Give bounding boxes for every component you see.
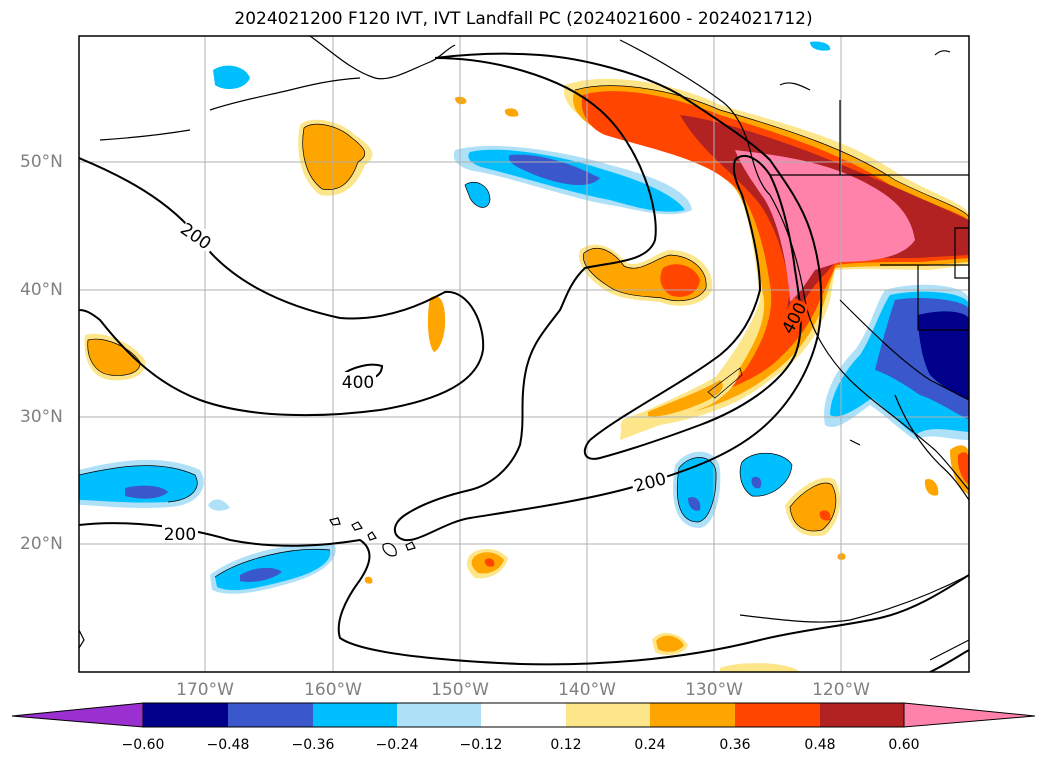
positive-band-red (581, 91, 969, 392)
contour-label: 400 (342, 373, 374, 393)
sw-negative-dark (918, 311, 969, 400)
colorbar-tick-label: −0.12 (459, 737, 503, 753)
lon-label: 170°W (176, 680, 234, 700)
contour-200-south (79, 522, 969, 666)
neg-cpac-blue (677, 457, 717, 522)
colorbar-swatch (820, 703, 904, 727)
colorbar-swatch (228, 703, 313, 727)
colorbar-swatch (735, 703, 820, 727)
lat-label: 50°N (20, 152, 63, 172)
colorbar-tick-label: −0.36 (291, 737, 335, 753)
shaded-ivt-fields (79, 41, 969, 672)
pos-s-orange (656, 635, 684, 652)
colorbar-swatch (650, 703, 735, 727)
shaded-outlines (79, 85, 969, 578)
pos-small-orange-1 (455, 96, 467, 105)
hawaii-islands (329, 517, 416, 557)
pos-small-orange-3 (924, 479, 939, 496)
pos-alaska-orange (302, 124, 365, 190)
colorbar-swatch (143, 703, 228, 727)
colorbar-extend-low (11, 702, 144, 728)
colorbar-tick-label: −0.24 (375, 737, 419, 753)
colorbar-extend-high (903, 702, 1036, 728)
colorbar-swatch (481, 703, 566, 727)
colorbar-swatch (566, 703, 650, 727)
contour-400-coast (583, 155, 802, 460)
pos-small-orange-2 (504, 108, 519, 117)
pos-se-red (819, 510, 831, 521)
neg-hawaii-mid (240, 567, 282, 582)
neg-north-blue (213, 65, 250, 90)
lon-label: 120°W (812, 680, 870, 700)
pos-mex-red (957, 452, 969, 485)
pos-sub-red (484, 558, 495, 567)
colorbar-tick-label: 0.12 (550, 737, 582, 753)
neg-west-blue (79, 465, 198, 503)
negative-small-1 (465, 182, 490, 208)
lon-label: 140°W (558, 680, 616, 700)
map-frame (78, 35, 970, 673)
map-title: 2024021200 F120 IVT, IVT Landfall PC (20… (234, 9, 813, 29)
neg-top-blue (810, 41, 831, 51)
positive-band-pink (735, 150, 915, 302)
lat-label: 20°N (20, 534, 63, 554)
neg-small-2 (208, 499, 230, 511)
neg-east-mid (751, 476, 762, 489)
lon-label: 160°W (304, 680, 362, 700)
ivt-contours (79, 52, 969, 672)
pos-west-orange (87, 339, 141, 376)
contour-200-se (929, 649, 969, 672)
colorbar-tick-label: −0.60 (121, 737, 165, 753)
pos-center-orange (427, 296, 446, 352)
neg-west-mid (125, 485, 168, 499)
colorbar-swatch (313, 703, 397, 727)
coastlines (79, 36, 969, 661)
lat-label: 40°N (20, 280, 63, 300)
pos-bottom-light (720, 663, 800, 672)
colorbar-tick-label: −0.48 (206, 737, 250, 753)
colorbar (11, 702, 1036, 728)
contour-label: 200 (164, 525, 196, 545)
neg-cpac-mid (688, 497, 701, 511)
colorbar-tick-label: 0.36 (719, 737, 751, 753)
pos-jet-orange (648, 380, 723, 417)
colorbar-tick-label: 0.60 (888, 737, 920, 753)
colorbar-tick-label: 0.48 (804, 737, 836, 753)
colorbar-tick-label: 0.24 (634, 737, 666, 753)
contour-200-east (393, 52, 823, 542)
lon-label: 150°W (431, 680, 489, 700)
colorbar-swatch (397, 703, 481, 727)
lon-label: 130°W (685, 680, 743, 700)
contour-200-west (79, 157, 485, 417)
lat-label: 30°N (20, 407, 63, 427)
pos-mid-red (660, 264, 700, 297)
pos-tiny-2 (364, 576, 373, 584)
